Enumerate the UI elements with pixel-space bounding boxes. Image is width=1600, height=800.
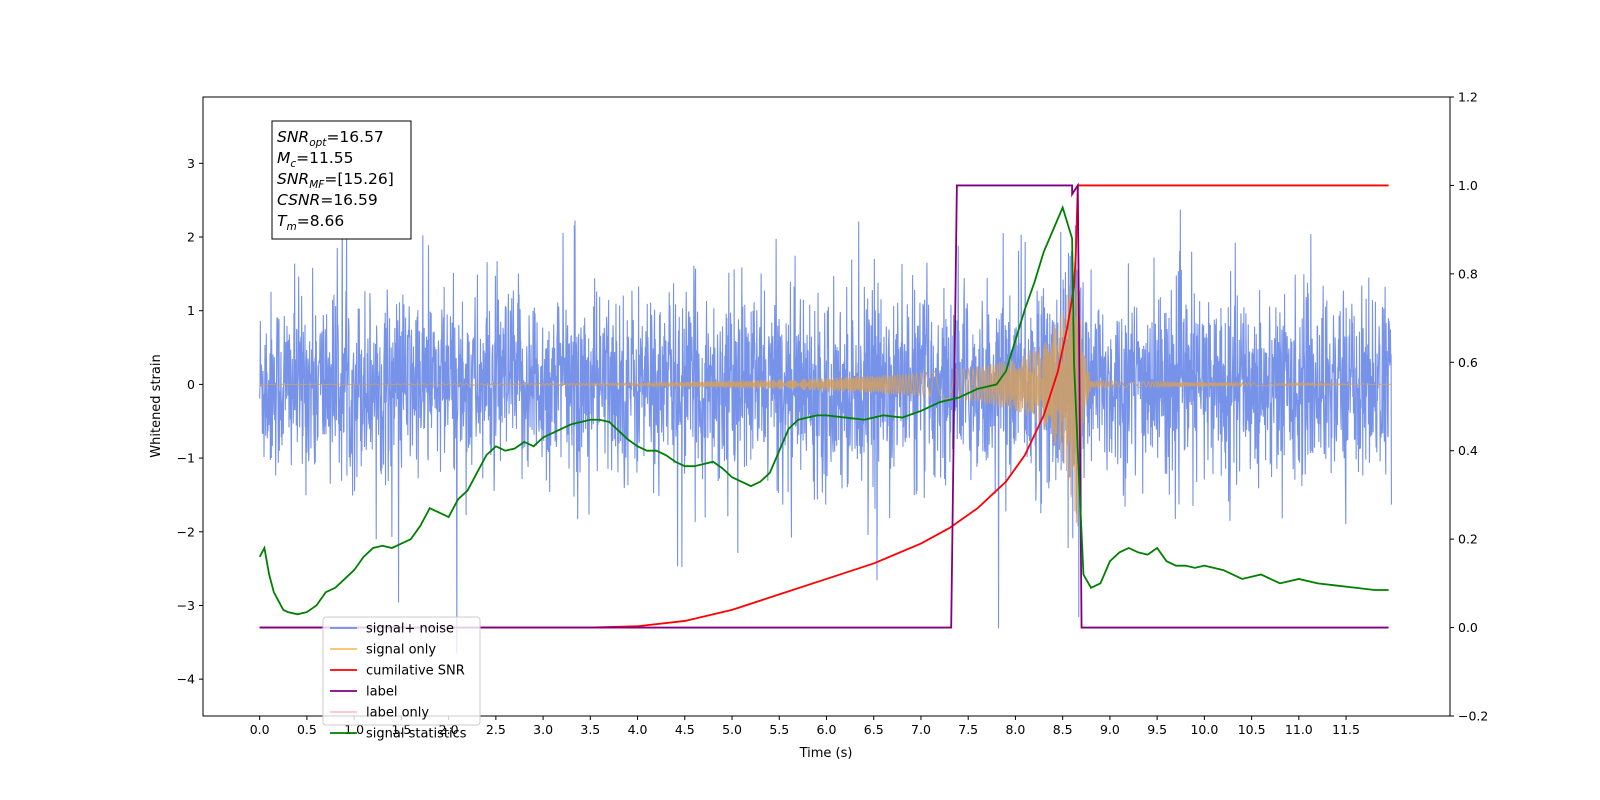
- x-tick-label: 0.0: [250, 722, 270, 737]
- x-tick-label: 4.5: [675, 722, 695, 737]
- y2-tick-label: 0.6: [1458, 355, 1478, 370]
- x-tick-label: 8.0: [1005, 722, 1025, 737]
- annotation-box: SNRopt=16.57Mc=11.55SNRMF=[15.26]CSNR=16…: [272, 121, 411, 239]
- x-tick-label: 10.5: [1238, 722, 1266, 737]
- x-tick-label: 8.5: [1053, 722, 1073, 737]
- y2-tick-label: 0.8: [1458, 266, 1478, 281]
- x-tick-label: 0.5: [297, 722, 317, 737]
- y2-tick-label: 0.2: [1458, 532, 1478, 547]
- y-tick-label: −3: [177, 598, 195, 613]
- annotation-line: Mc=11.55: [277, 149, 354, 170]
- y-axis-label: Whitened strain: [149, 354, 164, 457]
- x-tick-label: 3.0: [533, 722, 553, 737]
- y2-axis-ticks: 1.2 1.0 0.8 0.6 0.4 0.2 0.0 −0.2: [1450, 90, 1488, 724]
- legend-label: signal statistics: [366, 727, 467, 742]
- legend-label: label only: [366, 706, 429, 721]
- x-tick-label: 7.0: [911, 722, 931, 737]
- x-tick-label: 11.0: [1285, 722, 1313, 737]
- legend: signal+ noise signal only cumilative SNR la…: [323, 617, 480, 742]
- y-tick-label: 0: [187, 377, 195, 392]
- legend-label: signal+ noise: [366, 622, 454, 637]
- y2-tick-label: −0.2: [1458, 709, 1488, 724]
- x-tick-label: 9.5: [1147, 722, 1167, 737]
- y-tick-label: 2: [187, 230, 195, 245]
- legend-label: cumilative SNR: [366, 664, 465, 679]
- x-tick-label: 4.0: [628, 722, 648, 737]
- x-tick-label: 3.5: [580, 722, 600, 737]
- x-tick-label: 6.5: [864, 722, 884, 737]
- y-tick-label: −4: [177, 672, 195, 687]
- legend-label: signal only: [366, 643, 436, 658]
- y2-tick-label: 0.0: [1458, 620, 1478, 635]
- x-axis-label: Time (s): [799, 746, 853, 761]
- x-tick-label: 10.0: [1190, 722, 1218, 737]
- y2-tick-label: 1.0: [1458, 178, 1478, 193]
- y2-tick-label: 1.2: [1458, 90, 1478, 105]
- annotation-line: SNRMF=[15.26]: [277, 170, 394, 191]
- x-tick-label: 2.5: [486, 722, 506, 737]
- x-tick-label: 5.5: [769, 722, 789, 737]
- x-tick-label: 5.0: [722, 722, 742, 737]
- y2-tick-label: 0.4: [1458, 443, 1478, 458]
- annotation-line: SNRopt=16.57: [277, 128, 384, 149]
- x-tick-label: 9.0: [1100, 722, 1120, 737]
- x-tick-label: 7.5: [958, 722, 978, 737]
- y-tick-label: −2: [177, 524, 195, 539]
- legend-label: label: [366, 685, 397, 700]
- plot-clip-group: [260, 179, 1392, 654]
- y-tick-label: 1: [187, 303, 195, 318]
- y-tick-label: 3: [187, 156, 195, 171]
- y-axis-ticks: 3 2 1 0 −1 −2 −3 −4: [177, 156, 203, 687]
- x-tick-label: 6.0: [817, 722, 837, 737]
- y-tick-label: −1: [177, 451, 195, 466]
- annotation-line: CSNR=16.59: [277, 191, 378, 209]
- x-tick-label: 11.5: [1332, 722, 1360, 737]
